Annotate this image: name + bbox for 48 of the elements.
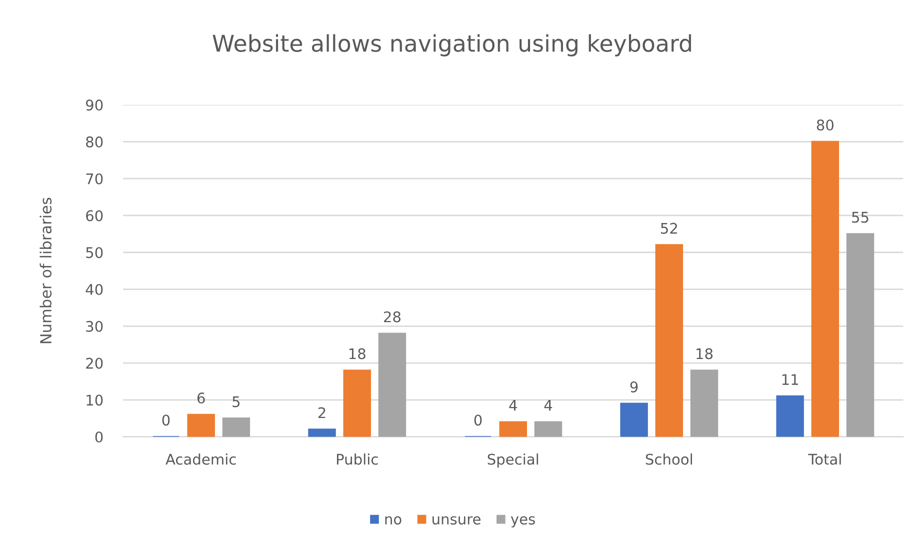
data-label: 52 [661,222,677,234]
data-label: 28 [384,311,400,322]
y-tick-label: 0 [95,432,103,443]
y-axis-title: Number of libraries [40,198,52,344]
data-label: 6 [197,392,205,404]
y-tick-label: 90 [86,100,103,111]
bar [655,244,684,437]
y-tick-label: 30 [86,320,103,332]
data-label: 0 [162,414,170,426]
y-tick-label: 40 [86,284,103,296]
bar [308,428,336,437]
data-label: 0 [474,414,482,426]
y-tick-label: 50 [86,247,103,258]
y-tick-label: 10 [86,394,103,406]
y-tick-label: 70 [86,173,103,184]
data-label: 5 [232,396,240,408]
legend-label: unsure [432,516,480,525]
bar [846,233,874,437]
data-label: 4 [544,400,552,411]
x-tick-label: School [646,453,692,465]
x-tick-label: Public [336,453,378,465]
bar [534,421,562,437]
bar [343,370,371,437]
x-tick-label: Total [808,453,841,465]
data-label: 80 [816,120,834,131]
data-label: 11 [782,374,798,385]
data-label: 2 [318,407,326,418]
y-tick-label: 60 [86,210,103,222]
data-label: 18 [349,348,366,360]
bar [378,332,406,437]
bar [222,418,250,437]
data-label: 55 [852,212,868,223]
bar [499,421,527,437]
y-tick-label: 80 [86,136,103,148]
data-label: 18 [696,348,713,360]
y-tick-label: 20 [86,358,103,369]
x-tick-label: Special [488,453,538,468]
chart-title: Website allows navigation using keyboard [212,34,691,56]
bar [811,140,840,437]
bar [620,402,648,437]
data-label: 4 [509,400,517,411]
x-tick-label: Academic [166,453,236,465]
legend-label: yes [510,516,535,528]
legend-label: no [385,516,402,525]
bar [776,395,804,437]
data-label: 9 [630,381,638,392]
bar [690,370,718,437]
bar [187,414,215,437]
